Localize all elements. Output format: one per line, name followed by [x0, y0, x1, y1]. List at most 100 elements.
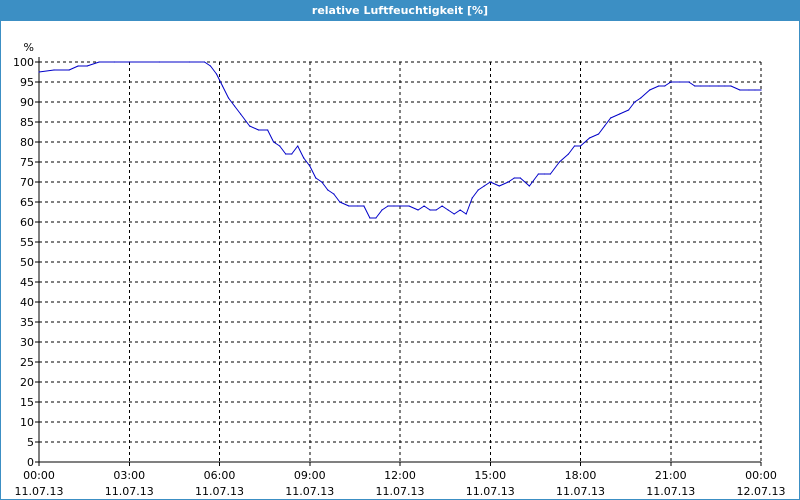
humidity-data-point — [381, 209, 383, 211]
humidity-data-point — [315, 177, 317, 179]
humidity-data-point — [519, 177, 521, 179]
humidity-data-point — [730, 85, 732, 87]
humidity-data-point — [739, 89, 741, 91]
y-tick-label: 85 — [20, 116, 34, 129]
humidity-data-point — [597, 133, 600, 135]
humidity-data-point — [321, 181, 323, 183]
humidity-data-point — [158, 61, 160, 63]
y-tick-label: 35 — [20, 316, 34, 329]
humidity-data-point — [760, 89, 762, 91]
humidity-data-point — [303, 157, 305, 159]
humidity-data-point — [498, 185, 500, 187]
y-tick-label: 55 — [20, 236, 34, 249]
x-tick-label-date: 11.07.13 — [285, 485, 334, 498]
humidity-data-point — [227, 97, 230, 99]
humidity-data-point — [408, 205, 410, 207]
humidity-data-point — [567, 153, 570, 155]
humidity-data-point — [369, 217, 371, 219]
humidity-data-point — [754, 89, 756, 91]
humidity-data-point — [375, 217, 377, 219]
y-tick-label: 90 — [20, 96, 34, 109]
x-tick-label-time: 00:00 — [23, 469, 55, 482]
y-tick-label: 25 — [20, 356, 34, 369]
x-tick-label-time: 03:00 — [113, 469, 145, 482]
humidity-data-point — [128, 61, 130, 63]
x-tick-label-date: 12.07.13 — [737, 485, 786, 498]
humidity-data-point — [248, 125, 251, 127]
humidity-data-point — [53, 69, 55, 71]
y-tick-label: 20 — [20, 376, 34, 389]
humidity-data-point — [558, 161, 561, 163]
humidity-data-point — [38, 71, 40, 73]
humidity-data-point — [507, 181, 509, 183]
x-tick-label-date: 11.07.13 — [376, 485, 425, 498]
humidity-data-point — [679, 81, 681, 83]
humidity-data-point — [609, 117, 612, 119]
humidity-chart: 0 5 10 15 20 25 30 35 40 45 50 55 60 65 70 75 80 85 90 95 10… — [13, 41, 786, 498]
humidity-data-point — [453, 213, 455, 215]
humidity-data-point — [471, 197, 473, 199]
humidity-data-point — [528, 185, 530, 187]
humidity-data-point — [233, 105, 236, 107]
y-tick-label: 80 — [20, 136, 34, 149]
humidity-data-point — [603, 125, 606, 127]
humidity-data-point — [113, 61, 115, 63]
humidity-data-point — [333, 193, 335, 195]
humidity-data-point — [748, 89, 750, 91]
y-axis-label: % — [24, 41, 34, 54]
humidity-data-point — [357, 205, 359, 207]
y-tick-label: 15 — [20, 396, 34, 409]
humidity-data-point — [640, 97, 642, 99]
humidity-data-point — [429, 209, 431, 211]
x-tick-label-date: 11.07.13 — [646, 485, 695, 498]
humidity-data-point — [399, 205, 401, 207]
y-tick-label: 95 — [20, 76, 34, 89]
x-tick-label-time: 00:00 — [745, 469, 777, 482]
y-tick-label: 40 — [20, 296, 34, 309]
humidity-data-point — [221, 85, 224, 87]
x-tick-label-time: 18:00 — [565, 469, 597, 482]
humidity-data-point — [279, 145, 281, 147]
humidity-data-point — [718, 85, 720, 87]
x-tick-label-time: 06:00 — [204, 469, 236, 482]
humidity-data-point — [709, 85, 711, 87]
humidity-data-point — [258, 129, 260, 131]
humidity-data-point — [724, 85, 726, 87]
humidity-data-point — [417, 209, 419, 211]
x-tick-label-time: 21:00 — [655, 469, 687, 482]
humidity-data-point — [387, 205, 389, 207]
humidity-data-point — [447, 209, 449, 211]
humidity-data-point — [363, 205, 365, 207]
x-tick-label-time: 12:00 — [384, 469, 416, 482]
y-tick-label: 5 — [27, 436, 34, 449]
humidity-data-point — [273, 141, 275, 143]
humidity-data-point — [628, 109, 630, 111]
humidity-data-point — [297, 145, 299, 147]
humidity-data-point — [68, 69, 70, 71]
humidity-data-point — [393, 205, 395, 207]
humidity-data-point — [339, 201, 341, 203]
humidity-data-point — [634, 101, 636, 103]
humidity-data-point — [513, 177, 515, 179]
x-tick-label-time: 09:00 — [294, 469, 326, 482]
humidity-data-point — [664, 85, 666, 87]
humidity-data-point — [483, 185, 485, 187]
humidity-data-point — [423, 205, 425, 207]
humidity-data-point — [203, 61, 206, 63]
humidity-data-point — [441, 205, 443, 207]
humidity-data-point — [239, 113, 242, 115]
humidity-data-point — [477, 189, 479, 191]
humidity-data-point — [694, 85, 696, 87]
humidity-data-point — [327, 189, 329, 191]
humidity-data-point — [658, 85, 660, 87]
humidity-data-point — [309, 165, 311, 167]
y-tick-label: 60 — [20, 216, 34, 229]
humidity-data-point — [459, 209, 461, 211]
humidity-data-point — [77, 65, 79, 67]
y-tick-label: 45 — [20, 276, 34, 289]
humidity-data-point — [267, 129, 269, 131]
humidity-data-point — [291, 153, 293, 155]
humidity-data-point — [688, 81, 690, 83]
humidity-data-point — [619, 113, 621, 115]
